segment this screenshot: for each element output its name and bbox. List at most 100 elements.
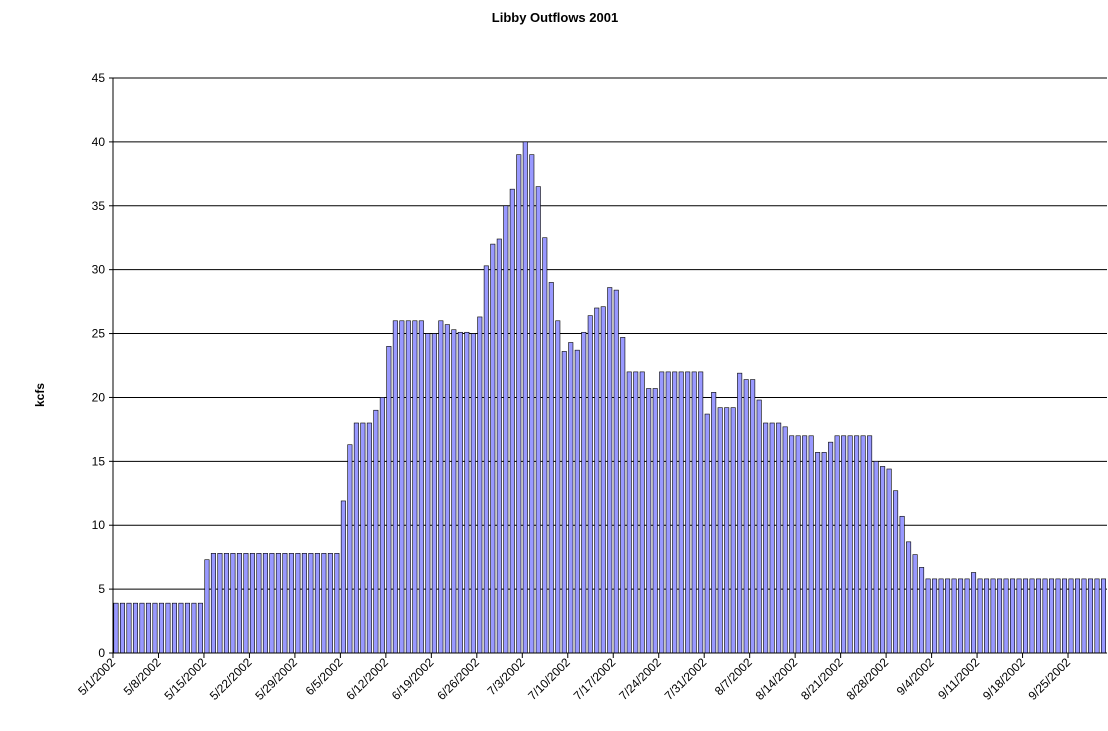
bar (646, 388, 652, 654)
bar (256, 553, 262, 654)
bar (373, 409, 379, 654)
y-tick-label: 5 (98, 582, 105, 596)
bar (789, 435, 795, 654)
bar (854, 435, 860, 654)
bar (340, 500, 346, 654)
y-axis-title: kcfs (33, 383, 47, 407)
bar (457, 331, 463, 654)
bar (262, 553, 268, 654)
bar (633, 371, 639, 654)
bar (711, 392, 717, 654)
bar (756, 399, 762, 654)
bar (1036, 578, 1042, 654)
x-tick-label: 8/14/2002 (753, 655, 801, 703)
bar (438, 320, 444, 654)
bar (685, 371, 691, 654)
bar (880, 466, 886, 654)
bar (990, 578, 996, 654)
bar (1094, 578, 1100, 654)
bar (626, 371, 632, 654)
bar (503, 205, 509, 654)
bar (477, 316, 483, 654)
bar (386, 346, 392, 654)
y-tick-label: 25 (92, 327, 106, 341)
bar (951, 578, 957, 654)
bar (587, 315, 593, 654)
bar (392, 320, 398, 654)
y-tick-label: 30 (92, 263, 106, 277)
bar (600, 306, 606, 654)
bar (1100, 578, 1107, 654)
bar (1003, 578, 1009, 654)
bar (126, 602, 132, 654)
bar (607, 287, 613, 654)
bar (178, 602, 184, 654)
x-tick-label: 7/10/2002 (525, 655, 573, 703)
bar (704, 413, 710, 654)
bar (717, 407, 723, 654)
x-tick-label: 5/29/2002 (252, 655, 300, 703)
bar (769, 422, 775, 654)
x-tick-label: 6/26/2002 (434, 655, 482, 703)
bar (418, 320, 424, 654)
bar (191, 602, 197, 654)
bar (1029, 578, 1035, 654)
bar (964, 578, 970, 654)
y-tick-label: 10 (92, 518, 106, 532)
bar (269, 553, 275, 654)
bar (1087, 578, 1094, 654)
bar (912, 554, 918, 654)
bar (399, 320, 405, 654)
bar (958, 578, 964, 654)
bar (678, 371, 684, 654)
bar (1010, 578, 1016, 654)
bar (906, 541, 912, 654)
x-tick-label: 7/3/2002 (484, 655, 527, 698)
x-tick-label: 8/7/2002 (712, 655, 755, 698)
bar (574, 349, 580, 654)
bar (509, 188, 515, 654)
bar (665, 371, 671, 654)
chart-title: Libby Outflows 2001 (492, 10, 618, 25)
bar (412, 320, 418, 654)
bar (821, 452, 827, 654)
x-tick-label: 9/11/2002 (935, 655, 982, 702)
x-tick-label: 6/5/2002 (303, 655, 346, 698)
bar (860, 435, 866, 654)
bar (451, 329, 457, 654)
bar (210, 553, 216, 654)
bar (1081, 578, 1087, 654)
bar (158, 602, 164, 654)
x-tick-label: 5/8/2002 (121, 655, 164, 698)
bar (672, 371, 678, 654)
bar (516, 154, 522, 654)
bar (925, 578, 931, 654)
x-tick-label: 8/21/2002 (798, 655, 846, 703)
bar (184, 602, 190, 654)
bar (119, 602, 125, 654)
bar (1074, 578, 1081, 654)
x-tick-label: 7/31/2002 (662, 655, 710, 703)
bar (464, 331, 470, 654)
bar (470, 333, 476, 654)
bar (243, 553, 249, 654)
bar (496, 238, 502, 654)
bar (581, 331, 587, 654)
bar (548, 282, 554, 654)
bar (529, 154, 535, 654)
bar (347, 444, 353, 654)
bar (698, 371, 704, 654)
y-tick-label: 45 (92, 71, 106, 85)
bar (652, 388, 658, 654)
bar (223, 553, 229, 654)
bar (730, 407, 736, 654)
bar (171, 602, 177, 654)
bar (1016, 578, 1022, 654)
bar (893, 490, 899, 654)
bar (132, 602, 138, 654)
bar (113, 602, 119, 654)
bar (379, 397, 385, 654)
bar (353, 422, 359, 654)
bar (288, 553, 294, 654)
